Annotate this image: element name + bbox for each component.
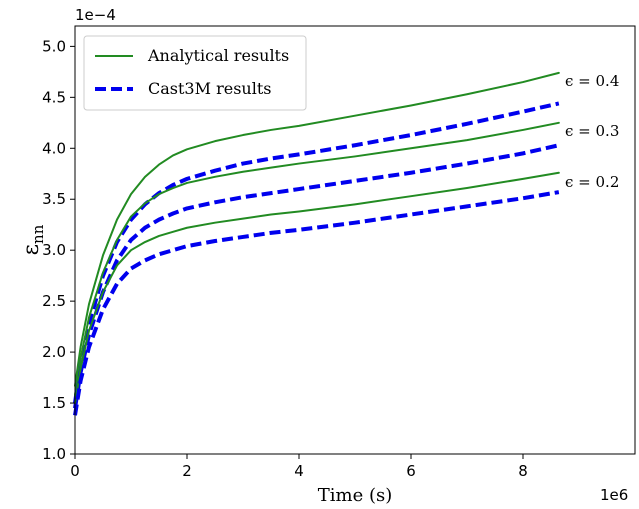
- y-axis-label: εnn: [19, 224, 47, 255]
- y-tick-label: 2.0: [42, 343, 66, 361]
- y-axis-ticks: 1.0 1.5 2.0 2.5 3.0 3.5 4.0 4.5 5.0: [42, 37, 75, 463]
- y-tick-label: 2.5: [42, 292, 66, 310]
- y-axis-label-sub: nn: [29, 224, 47, 244]
- series-layer: [73, 71, 560, 416]
- y-tick-label: 3.5: [42, 190, 66, 208]
- y-tick-label: 3.0: [42, 241, 66, 259]
- x-axis-ticks: 0 2 4 6 8: [70, 454, 528, 480]
- analytical-line-eps-0.4: [74, 71, 560, 387]
- y-tick-label: 1.5: [42, 394, 66, 412]
- epsilon-label: ϵ = 0.2: [565, 173, 619, 191]
- x-tick-label: 2: [182, 462, 192, 480]
- x-tick-label: 0: [70, 462, 80, 480]
- x-tick-label: 4: [294, 462, 304, 480]
- plot-frame: [74, 25, 636, 455]
- epsilon-label: ϵ = 0.3: [565, 122, 619, 140]
- legend: Analytical results Cast3M results: [83, 35, 307, 111]
- x-multiplier: 1e6: [600, 486, 628, 504]
- epsilon-label: ϵ = 0.4: [565, 72, 619, 90]
- legend-box: [83, 35, 307, 111]
- x-tick-label: 6: [406, 462, 416, 480]
- y-tick-label: 1.0: [42, 445, 66, 463]
- analytical-line-eps-0.3: [74, 121, 560, 396]
- y-tick-label: 5.0: [42, 37, 66, 55]
- y-tick-label: 4.5: [42, 88, 66, 106]
- epsilon-annotations: ϵ = 0.4 ϵ = 0.3 ϵ = 0.2: [565, 72, 619, 191]
- x-tick-label: 8: [518, 462, 528, 480]
- y-axis-label-main: ε: [19, 244, 44, 255]
- legend-label-cast3m: Cast3M results: [148, 79, 271, 98]
- y-multiplier: 1e−4: [75, 6, 116, 24]
- x-axis-label: Time (s): [318, 485, 393, 506]
- analytical-line-eps-0.2: [74, 171, 560, 405]
- y-tick-label: 4.0: [42, 139, 66, 157]
- legend-label-analytical: Analytical results: [147, 46, 289, 65]
